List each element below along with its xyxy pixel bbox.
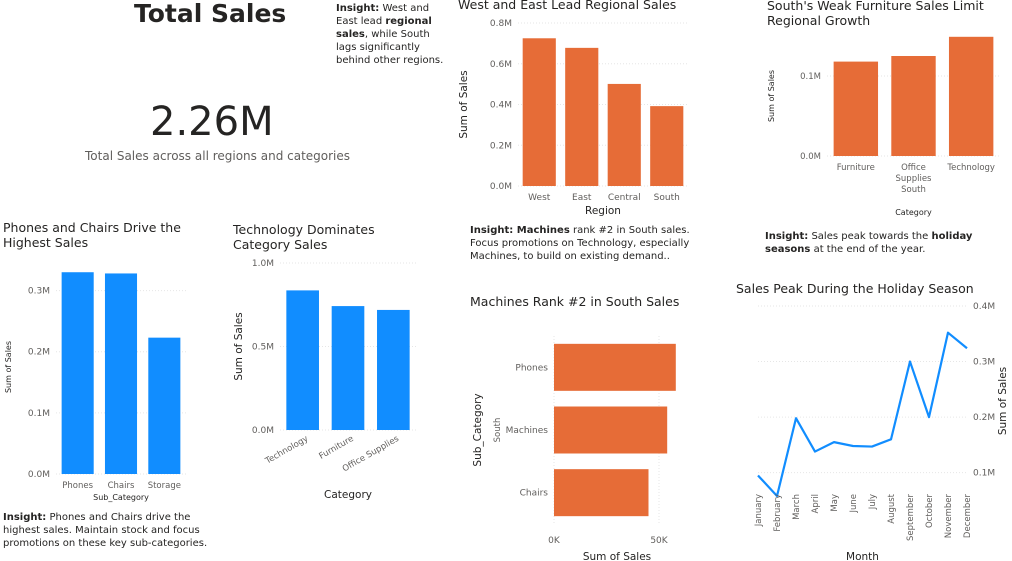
y-tick-label: 0.5M	[252, 343, 274, 353]
x-axis-label: Sub_Category	[93, 493, 149, 502]
subcategory-bar-chart: 0.0M 0.1M 0.2M 0.3M Phones Chairs Storage Sub_C…	[4, 272, 186, 502]
y-tick-label: 0.2M	[490, 141, 512, 151]
y-axis-label: Sum of Sales	[458, 70, 470, 138]
bar-phones	[61, 272, 94, 474]
y-axis-label: Sum of Sales	[4, 341, 13, 393]
bar-furniture	[331, 306, 365, 430]
y-tick-label: 0.6M	[490, 60, 512, 70]
x-tick-label: December	[963, 493, 973, 538]
x-tick-label: West	[528, 193, 551, 203]
bar-central	[607, 83, 641, 186]
bar-technology	[286, 290, 319, 430]
x-group-label: South	[901, 185, 926, 195]
x-axis-label: Category	[895, 208, 932, 217]
x-tick-label: Phones	[62, 481, 93, 491]
y-tick-label: 0.3M	[28, 287, 50, 297]
x-axis-label: Category	[324, 489, 372, 501]
series-line	[757, 331, 968, 498]
bar-storage	[148, 337, 181, 474]
y-tick-label: 0.1M	[973, 469, 995, 479]
y-axis-label: Sub_Category	[472, 393, 484, 466]
y-tick-label: 0.4M	[973, 302, 995, 312]
chart-title-monthly: Sales Peak During the Holiday Season	[736, 281, 974, 296]
y-tick-label: 0.0M	[490, 182, 512, 192]
bar-phones	[554, 343, 676, 391]
x-tick-label: June	[849, 494, 859, 514]
bar-chairs	[554, 469, 649, 517]
x-tick-label: Chairs	[108, 481, 135, 491]
y-tick-label: 0.2M	[973, 413, 995, 423]
y-tick-label: 1.0M	[252, 259, 274, 269]
x-tick-label: August	[887, 493, 897, 523]
x-tick-label: September	[906, 493, 916, 540]
x-tick-label: Technology	[946, 163, 995, 173]
chart-title-region: West and East Lead Regional Sales	[458, 0, 677, 12]
insight-machines: Insight: Machines rank #2 in South sales…	[470, 225, 690, 262]
x-axis-label: Region	[585, 205, 621, 217]
insight-holiday: Insight: Sales peak towards the holiday …	[765, 231, 973, 255]
y-axis-label: Sum of Sales	[997, 367, 1009, 435]
x-tick-label: May	[830, 494, 840, 512]
y-axis-label: Sum of Sales	[233, 312, 245, 380]
x-tick-label: Furniture	[317, 434, 355, 462]
bar-office-supplies	[891, 56, 936, 156]
bar-chairs	[104, 273, 138, 474]
bar-technology	[948, 36, 994, 156]
x-tick-label: Technology	[263, 434, 310, 467]
y-tick-label: Phones	[515, 363, 548, 373]
x-tick-label: 50K	[650, 536, 668, 546]
bar-furniture	[833, 61, 879, 156]
x-tick-label: July	[868, 494, 878, 510]
x-axis-label: Sum of Sales	[583, 551, 651, 561]
insight-phones: Insight: Phones and Chairs drive the hig…	[3, 512, 208, 549]
x-tick-label: October	[925, 494, 935, 529]
y-tick-label: 0.0M	[252, 426, 274, 436]
bar-office-supplies	[377, 309, 410, 430]
x-tick-label: November	[944, 493, 954, 538]
kpi-subtitle: Total Sales across all regions and categ…	[85, 149, 351, 163]
y-tick-label: 0.1M	[800, 72, 821, 82]
y-tick-label: 0.8M	[490, 19, 512, 29]
y-tick-label: Machines	[506, 426, 549, 436]
x-tick-label: Central	[608, 193, 641, 203]
bar-west	[522, 38, 556, 186]
x-tick-label: February	[773, 494, 783, 532]
machines-horizontal-bar-chart: 0K 50K Phones Machines Chairs Sum of Sales Sub…	[472, 336, 676, 561]
x-tick-label: Office	[901, 163, 926, 173]
x-tick-label: January	[754, 494, 764, 527]
monthly-line-chart: 0.1M 0.2M 0.3M 0.4M January February March Apri…	[754, 302, 1009, 561]
x-tick-label: Supplies	[896, 174, 933, 184]
x-tick-label: April	[811, 494, 821, 513]
chart-title-category: Technology Dominates Category Sales	[233, 222, 375, 252]
chart-title-south-category: South's Weak Furniture Sales Limit Regio…	[767, 0, 984, 28]
x-axis-label: Month	[846, 551, 879, 561]
chart-title-subcategory: Phones and Chairs Drive the Highest Sale…	[3, 220, 181, 250]
bar-east	[565, 47, 599, 186]
bar-south	[650, 106, 684, 186]
x-tick-label: Storage	[148, 481, 181, 491]
y-tick-label: 0.4M	[490, 101, 512, 111]
x-tick-label: Furniture	[837, 163, 875, 173]
region-bar-chart: 0.0M 0.2M 0.4M 0.6M 0.8M West East Central South…	[458, 19, 688, 217]
y-tick-label: 0.2M	[28, 348, 50, 358]
bar-machines	[554, 406, 668, 454]
y-tick-label: Chairs	[520, 489, 549, 499]
y-tick-label: 0.0M	[800, 152, 821, 162]
y-tick-label: 0.3M	[973, 358, 995, 368]
y-tick-label: 0.0M	[28, 470, 50, 480]
y-tick-label: 0.1M	[28, 409, 50, 419]
x-tick-label: East	[572, 193, 592, 203]
insight-region: Insight: West and East lead regional sal…	[336, 3, 444, 66]
y-axis-label: Sum of Sales	[767, 70, 776, 122]
x-tick-label: South	[654, 193, 680, 203]
x-tick-label: March	[792, 494, 802, 520]
kpi-title: Total Sales	[134, 0, 287, 28]
y-group-label: South	[493, 418, 503, 443]
chart-title-machines: Machines Rank #2 in South Sales	[470, 294, 680, 309]
kpi-value: 2.26M	[150, 99, 274, 145]
x-tick-label: 0K	[548, 536, 561, 546]
